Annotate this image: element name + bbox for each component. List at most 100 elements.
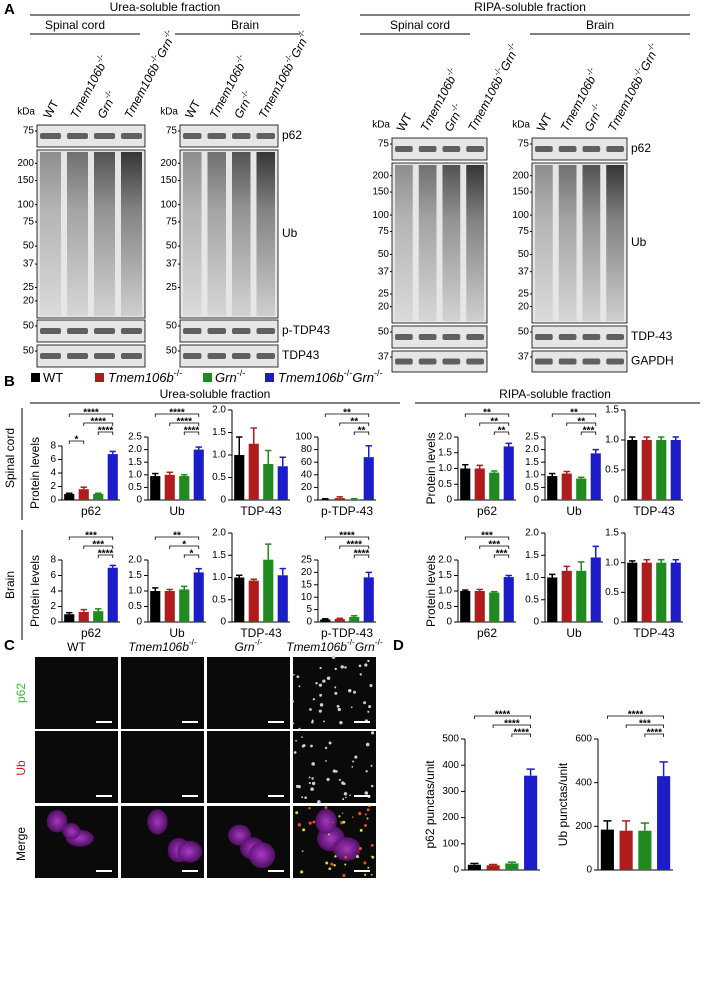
significance-bracket	[606, 715, 665, 719]
bar	[576, 570, 587, 622]
panel-label: D	[393, 637, 404, 654]
kda-marker: 25	[23, 282, 35, 293]
puncta	[364, 823, 368, 827]
bar	[561, 473, 572, 500]
blot-smear	[256, 152, 275, 316]
blot-band	[256, 353, 275, 359]
bar	[64, 493, 75, 500]
puncta	[311, 719, 314, 722]
blot-smear	[183, 152, 202, 316]
genotype-part: Tmem106b	[465, 73, 506, 133]
significance-bracket	[83, 422, 114, 426]
y-tick-label: 1.0	[525, 469, 539, 480]
tissue-title: Spinal cord	[45, 18, 105, 32]
puncta	[334, 691, 338, 695]
kda-marker: 200	[512, 170, 529, 181]
y-tick-label: 2	[50, 601, 56, 612]
y-tick-label: 1.0	[128, 469, 142, 480]
significance-bracket	[464, 413, 510, 417]
significance-bracket	[339, 545, 370, 549]
significance-label: ****	[176, 417, 192, 428]
puncta	[318, 709, 322, 713]
genotype-label: WT	[182, 97, 203, 121]
fraction-title: RIPA-soluble fraction	[474, 0, 586, 14]
bar	[670, 440, 681, 500]
puncta	[358, 811, 362, 816]
blot-band	[395, 146, 413, 152]
genotype-part: Tmem106b	[605, 73, 646, 133]
bar	[349, 499, 360, 500]
puncta	[333, 864, 336, 867]
significance-bracket	[324, 413, 370, 417]
genotype-part: Grn	[355, 640, 375, 654]
significance-bracket	[154, 413, 200, 417]
y-tick-label: 300	[442, 786, 459, 797]
fraction-title: Urea-soluble fraction	[110, 0, 221, 14]
blot-band	[606, 146, 624, 152]
y-tick-label: 2.0	[128, 555, 142, 566]
bar	[576, 478, 587, 500]
puncta	[308, 821, 312, 825]
puncta	[308, 781, 311, 785]
genotype-part: Tmem106b	[122, 60, 163, 120]
genotype-part: -/-	[374, 368, 383, 378]
genotype-label: Grn-/-	[92, 88, 120, 121]
genotype-part: -/-	[347, 637, 355, 647]
panel-label: A	[4, 1, 15, 18]
y-tick-label: 0.5	[525, 482, 539, 493]
genotype-label: WT	[67, 640, 86, 654]
blot-smear	[121, 152, 142, 316]
nucleus	[147, 809, 168, 835]
puncta	[310, 744, 313, 748]
puncta	[311, 781, 316, 786]
nucleus	[333, 837, 361, 861]
y-tick-label: 0	[220, 617, 226, 628]
puncta	[348, 688, 352, 693]
significance-label: ****	[504, 719, 520, 730]
blot-smear	[207, 152, 226, 316]
significance-label: **	[490, 417, 498, 428]
micrograph	[121, 731, 204, 803]
bar	[78, 489, 89, 500]
puncta	[301, 796, 304, 799]
significance-bracket	[97, 431, 114, 435]
y-tick-label: 60	[301, 457, 313, 468]
kda-marker: 37	[23, 259, 35, 270]
x-label: TDP-43	[240, 504, 282, 518]
y-tick-label: 40	[301, 469, 313, 480]
genotype-part: -/-	[504, 41, 517, 53]
puncta	[332, 769, 336, 773]
genotype-part: -/-	[282, 52, 295, 64]
blot-band	[606, 358, 624, 365]
blot-smear	[232, 152, 251, 316]
bar	[234, 577, 245, 622]
blot-band	[582, 334, 601, 340]
y-tick-label: 2	[50, 481, 56, 492]
kda-marker: 200	[17, 158, 34, 169]
blot-band	[442, 334, 461, 340]
puncta	[297, 785, 301, 789]
genotype-part: WT	[182, 97, 203, 121]
puncta	[365, 742, 370, 747]
genotype-part: -/-	[189, 637, 197, 647]
y-tick-label: 1.0	[525, 572, 539, 583]
kda-marker: 50	[518, 249, 530, 260]
puncta	[334, 686, 337, 689]
genotype-part: -/-	[344, 368, 353, 378]
kda-marker: 25	[378, 289, 390, 300]
puncta	[355, 855, 360, 859]
puncta	[295, 739, 297, 742]
blot-strip	[179, 124, 279, 148]
bar	[547, 476, 558, 500]
significance-label: **	[577, 417, 585, 428]
bar	[489, 592, 500, 622]
y-tick-label: 1.0	[605, 435, 619, 446]
bar	[263, 464, 274, 500]
puncta	[367, 866, 370, 869]
significance-bracket	[580, 431, 597, 435]
protein-label: p62	[631, 141, 651, 155]
protein-label: p62	[282, 128, 302, 142]
puncta	[371, 731, 375, 735]
x-label: p62	[81, 626, 101, 640]
puncta	[298, 685, 301, 688]
